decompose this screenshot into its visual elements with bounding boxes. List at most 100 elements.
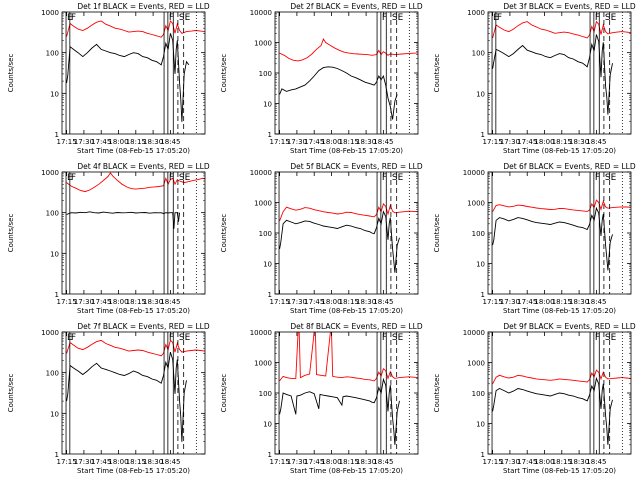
y-axis-label: Counts/sec <box>220 54 228 93</box>
y-tick-label: 1000 <box>467 200 485 208</box>
y-tick-label: 100 <box>259 230 272 238</box>
x-tick-label: 18:45 <box>160 138 180 146</box>
y-tick-label: 1000 <box>254 200 272 208</box>
x-tick-label: 17:15 <box>483 298 503 306</box>
events-series-line <box>279 377 400 445</box>
x-axis-label: Start Time (08-Feb-15 17:05:20) <box>503 307 616 315</box>
detector-panel: Det 4f BLACK = Events, RED = LLDEFFSE110… <box>7 162 210 315</box>
event-marker-label: S <box>605 333 611 343</box>
y-tick-label: 1 <box>55 291 59 299</box>
events-series-line <box>279 66 398 120</box>
x-tick-label: 18:30 <box>143 458 163 466</box>
y-axis-label: Counts/sec <box>7 214 15 253</box>
x-tick-label: 18:00 <box>108 138 128 146</box>
x-tick-label: 17:30 <box>74 138 94 146</box>
y-tick-label: 100 <box>46 50 59 58</box>
y-tick-label: 100 <box>259 390 272 398</box>
x-tick-label: 18:45 <box>586 458 606 466</box>
x-tick-label: 18:45 <box>160 298 180 306</box>
events-series-line <box>66 33 190 122</box>
panel-title: Det 2f BLACK = Events, RED = LLD <box>290 2 423 11</box>
x-tick-label: 17:15 <box>270 298 290 306</box>
lld-series-line <box>66 339 205 357</box>
panel-title: Det 7f BLACK = Events, RED = LLD <box>77 322 210 331</box>
event-marker-label: F <box>497 13 502 23</box>
x-tick-label: 18:30 <box>356 458 376 466</box>
x-axis-label: Start Time (08-Feb-15 17:05:20) <box>290 147 403 155</box>
y-tick-label: 100 <box>46 370 59 378</box>
events-series-line <box>66 211 181 229</box>
event-marker-label: E <box>398 333 404 343</box>
y-tick-label: 1000 <box>467 9 485 17</box>
panel-title: Det 6f BLACK = Events, RED = LLD <box>503 162 636 171</box>
x-tick-label: 18:45 <box>373 138 393 146</box>
event-marker-label: F <box>382 333 387 343</box>
y-axis-label: Counts/sec <box>7 54 15 93</box>
y-tick-label: 10 <box>263 421 272 429</box>
plot-frame <box>61 11 206 135</box>
x-tick-label: 17:30 <box>287 458 307 466</box>
y-tick-label: 10000 <box>463 169 485 177</box>
event-marker-label: S <box>605 173 611 183</box>
y-axis-label: Counts/sec <box>433 54 441 93</box>
x-axis-label: Start Time (08-Feb-15 17:05:20) <box>77 147 190 155</box>
y-axis-label: Counts/sec <box>220 374 228 413</box>
x-tick-label: 18:15 <box>552 138 572 146</box>
y-tick-label: 1 <box>481 131 485 139</box>
event-marker-label: E <box>185 333 191 343</box>
event-marker-label: S <box>179 173 185 183</box>
y-tick-label: 10000 <box>250 9 272 17</box>
y-tick-label: 1000 <box>41 9 59 17</box>
x-axis-label: Start Time (08-Feb-15 17:05:20) <box>503 467 616 475</box>
y-tick-label: 10 <box>476 261 485 269</box>
event-marker-label: S <box>605 13 611 23</box>
y-tick-label: 1 <box>268 131 272 139</box>
lld-series-line <box>492 199 631 212</box>
x-tick-label: 17:15 <box>57 298 77 306</box>
x-tick-label: 18:00 <box>534 298 554 306</box>
x-tick-label: 18:15 <box>552 458 572 466</box>
plot-frame <box>61 171 206 295</box>
detector-panel: Det 5f BLACK = Events, RED = LLD F S E 1 10 10… <box>220 162 423 315</box>
x-tick-label: 17:30 <box>74 458 94 466</box>
event-marker-label: F <box>382 173 387 183</box>
y-tick-label: 100 <box>472 230 485 238</box>
event-marker-label: E <box>611 173 617 183</box>
event-marker-label: F <box>595 173 600 183</box>
x-tick-label: 18:15 <box>552 298 572 306</box>
event-marker-label: E <box>398 173 404 183</box>
y-tick-label: 10 <box>50 90 59 98</box>
panel-title: Det 8f BLACK = Events, RED = LLD <box>290 322 423 331</box>
x-tick-label: 18:30 <box>356 298 376 306</box>
event-marker-label: E <box>185 13 191 23</box>
x-tick-label: 18:45 <box>586 138 606 146</box>
event-marker-label: S <box>179 13 185 23</box>
event-marker-label: F <box>71 333 76 343</box>
x-tick-label: 18:15 <box>339 138 359 146</box>
y-tick-label: 10 <box>50 250 59 258</box>
detector-panel: Det 3f BLACK = Events, RED = LLDEFFSE110… <box>433 2 636 155</box>
lld-series-line <box>279 37 418 62</box>
x-tick-label: 18:45 <box>160 458 180 466</box>
event-marker-label: F <box>382 13 387 23</box>
event-marker-label: E <box>185 173 191 183</box>
panel-title: Det 9f BLACK = Events, RED = LLD <box>503 322 636 331</box>
event-marker-label: F <box>595 333 600 343</box>
x-axis-label: Start Time (08-Feb-15 17:05:20) <box>77 307 190 315</box>
x-tick-label: 17:45 <box>304 458 324 466</box>
x-tick-label: 18:30 <box>569 138 589 146</box>
lld-series-line <box>492 369 631 385</box>
event-marker-label: S <box>392 333 398 343</box>
events-series-line <box>492 206 613 271</box>
x-tick-label: 17:45 <box>517 298 537 306</box>
x-tick-label: 18:45 <box>373 458 393 466</box>
detector-panel: Det 7f BLACK = Events, RED = LLDEFFSE110… <box>7 322 210 475</box>
x-tick-label: 18:30 <box>143 138 163 146</box>
x-tick-label: 17:30 <box>500 298 520 306</box>
event-marker-label: F <box>595 13 600 23</box>
x-tick-label: 17:30 <box>74 298 94 306</box>
event-marker-label: E <box>611 333 617 343</box>
plot-frame <box>61 331 206 455</box>
x-tick-label: 18:15 <box>126 298 146 306</box>
